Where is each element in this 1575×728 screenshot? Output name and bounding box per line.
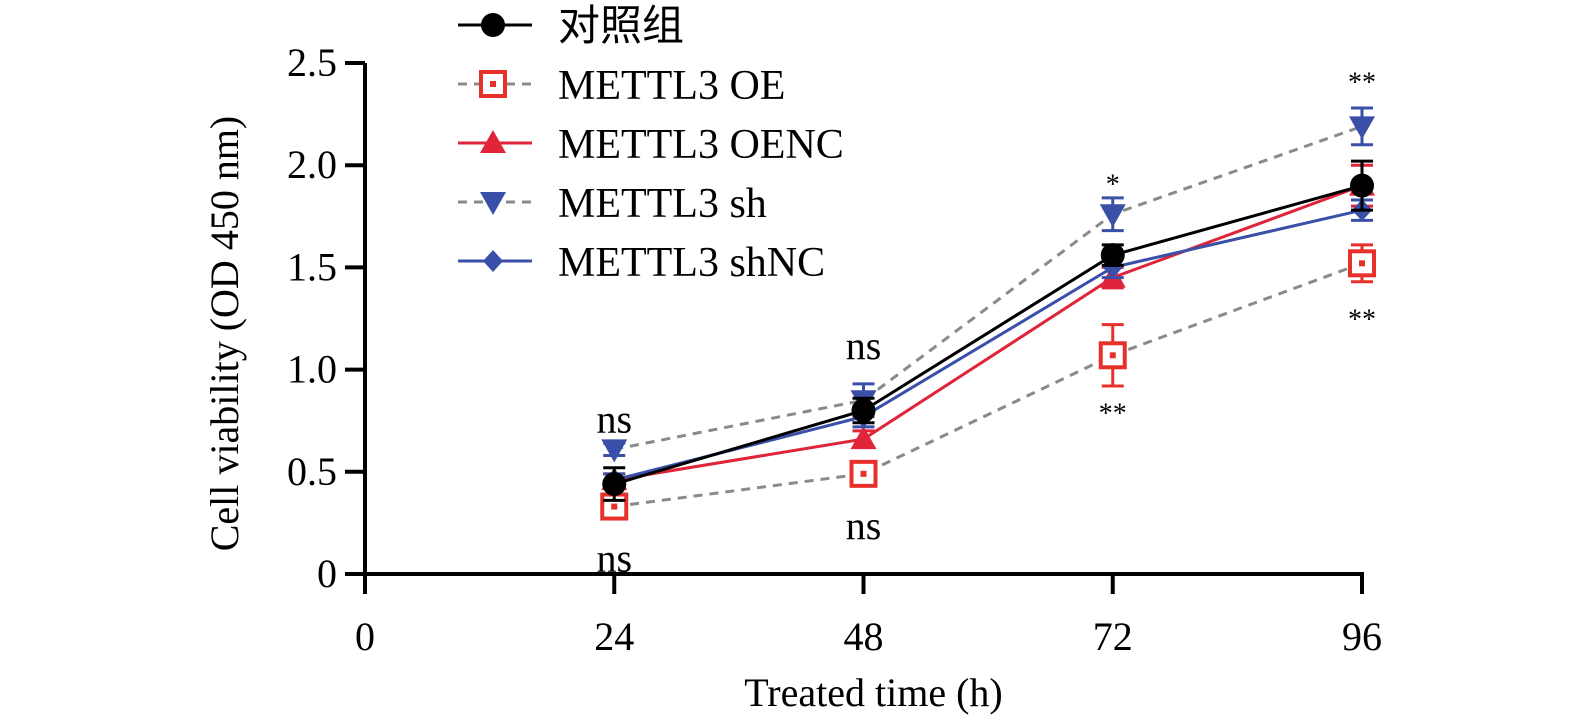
legend-marker-dot [490,81,496,87]
legend-marker [479,70,507,98]
data-point [601,439,628,463]
data-point-dot [611,503,618,510]
x-tick-label: 48 [844,614,884,659]
legend-marker [481,13,505,37]
significance-label: ** [1348,304,1376,335]
x-axis-title: Treated time (h) [744,670,1002,715]
legend-item-2: METTL3 OENC [458,122,844,168]
series-line [614,261,1363,509]
data-point [1098,341,1127,370]
legend-item-4: METTL3 shNC [458,240,825,286]
data-point-dot [1109,352,1116,359]
y-tick-label: 1.5 [287,244,337,289]
y-axis-title: Cell viability (OD 450 nm) [202,116,247,552]
x-tick-label: 0 [355,614,375,659]
significance-label: ns [846,323,882,368]
data-point [1350,173,1374,198]
significance-label: * [1106,170,1120,201]
legend-marker [480,130,506,153]
series-line [613,124,1363,451]
series-1 [600,243,1376,521]
legend: 对照组 METTL3 OE METTL3 OENC METTL3 sh METTL3 s… [458,4,844,286]
legend-label: METTL3 shNC [558,240,825,286]
y-tick-label: 0.5 [287,449,337,494]
legend-label: METTL3 OENC [558,122,844,168]
legend-item-0: 对照组 [458,4,684,50]
legend-item-3: METTL3 sh [458,181,767,227]
legend-label: METTL3 sh [558,181,767,227]
y-tick-label: 0 [317,551,337,596]
series-line [614,184,1363,482]
significance-label: ** [1099,398,1127,429]
significance-label: ns [596,536,632,581]
series-0 [602,159,1374,502]
data-point-dot [860,470,867,477]
data-point [849,459,878,488]
axes: 0 0.5 1.0 1.5 2.0 2.5 0 24 48 72 96 Treated time (h… [202,40,1382,715]
significance-label: ns [846,503,882,548]
x-tick-label: 96 [1342,614,1382,659]
data-point [602,472,627,497]
legend-label: 对照组 [558,4,684,50]
data-point [1099,204,1126,228]
legend-marker [480,192,506,215]
y-tick-label: 2.0 [287,142,337,187]
data-point [850,426,877,450]
significance-label: ns [596,397,632,442]
data-point-dot [1359,260,1365,267]
legend-marker [483,250,503,272]
x-tick-label: 72 [1093,614,1133,659]
series-line [613,184,1363,486]
series-layer [600,106,1376,521]
legend-item-1: METTL3 OE [458,63,785,109]
data-point-box [1348,249,1376,278]
significance-label: ** [1348,67,1376,98]
data-point [1348,249,1376,278]
x-tick-label: 24 [594,614,634,659]
data-point [1349,116,1375,140]
legend-marker-box [479,70,507,98]
legend-label: METTL3 OE [558,63,785,109]
data-point [851,398,876,423]
data-point [1100,243,1125,268]
y-tick-label: 1.0 [287,347,337,392]
y-tick-label: 2.5 [287,40,337,85]
